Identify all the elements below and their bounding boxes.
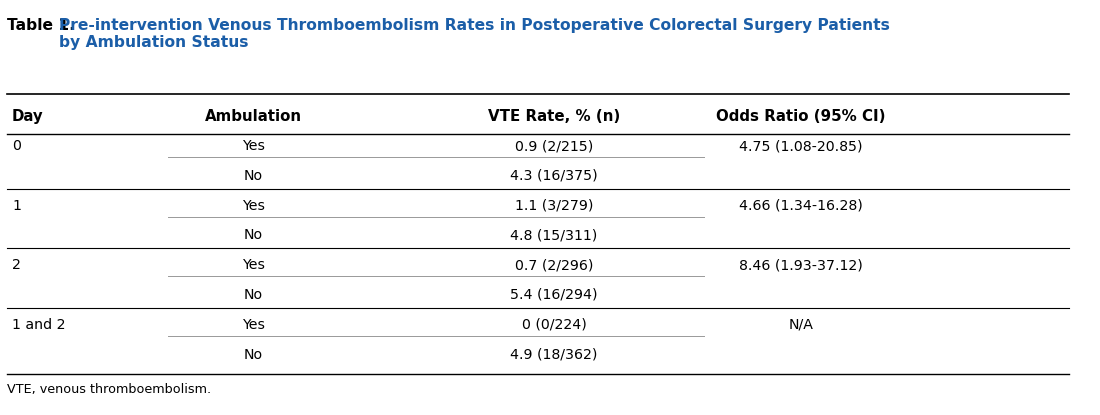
- Text: No: No: [244, 288, 263, 302]
- Text: 4.75 (1.08-20.85): 4.75 (1.08-20.85): [739, 139, 862, 153]
- Text: 4.8 (15/311): 4.8 (15/311): [510, 228, 597, 242]
- Text: Pre-intervention Venous Thromboembolism Rates in Postoperative Colorectal Surger: Pre-intervention Venous Thromboembolism …: [59, 18, 890, 50]
- Text: 1 and 2: 1 and 2: [12, 318, 66, 332]
- Text: No: No: [244, 228, 263, 242]
- Text: No: No: [244, 169, 263, 183]
- Text: VTE Rate, % (n): VTE Rate, % (n): [487, 110, 620, 124]
- Text: No: No: [244, 347, 263, 361]
- Text: 4.66 (1.34-16.28): 4.66 (1.34-16.28): [739, 199, 862, 212]
- Text: Yes: Yes: [242, 139, 265, 153]
- Text: 0 (0/224): 0 (0/224): [521, 318, 586, 332]
- Text: Day: Day: [12, 110, 44, 124]
- Text: Yes: Yes: [242, 258, 265, 272]
- Text: 0.9 (2/215): 0.9 (2/215): [515, 139, 593, 153]
- Text: 4.3 (16/375): 4.3 (16/375): [510, 169, 597, 183]
- Text: 4.9 (18/362): 4.9 (18/362): [510, 347, 597, 361]
- Text: Yes: Yes: [242, 199, 265, 212]
- Text: 0: 0: [12, 139, 21, 153]
- Text: Table 1.: Table 1.: [7, 18, 80, 33]
- Text: Odds Ratio (95% CI): Odds Ratio (95% CI): [716, 110, 886, 124]
- Text: 8.46 (1.93-37.12): 8.46 (1.93-37.12): [739, 258, 862, 272]
- Text: VTE, venous thromboembolism.: VTE, venous thromboembolism.: [7, 383, 211, 395]
- Text: 1: 1: [12, 199, 21, 212]
- Text: N/A: N/A: [789, 318, 813, 332]
- Text: 1.1 (3/279): 1.1 (3/279): [515, 199, 593, 212]
- Text: Yes: Yes: [242, 318, 265, 332]
- Text: 0.7 (2/296): 0.7 (2/296): [515, 258, 593, 272]
- Text: 2: 2: [12, 258, 21, 272]
- Text: 5.4 (16/294): 5.4 (16/294): [510, 288, 597, 302]
- Text: Ambulation: Ambulation: [205, 110, 302, 124]
